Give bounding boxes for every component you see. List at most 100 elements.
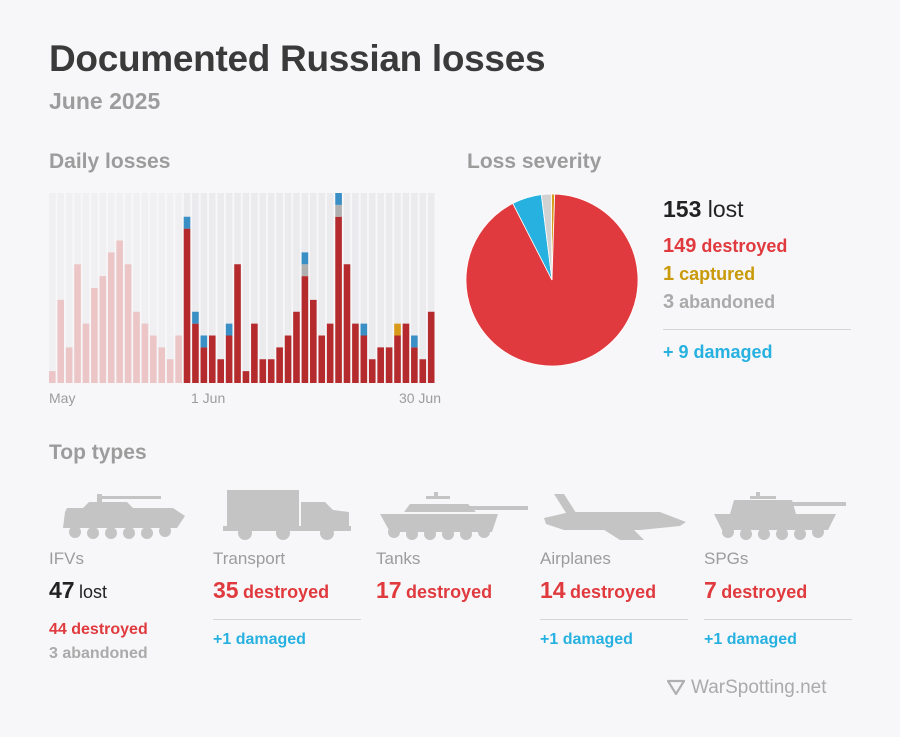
count-label: destroyed <box>570 582 657 602</box>
bar-destroyed <box>183 228 191 384</box>
bar-background-column <box>427 193 435 383</box>
type-damaged: +1 damaged <box>704 631 797 648</box>
destroyed-label: destroyed <box>701 236 788 256</box>
type-damaged: +1 damaged <box>213 631 306 648</box>
warspotting-logo-icon <box>666 679 686 696</box>
bar-background-column <box>49 193 56 383</box>
bar-background-column <box>225 193 233 383</box>
bar-background-column <box>251 193 258 383</box>
bar-background-column <box>368 193 376 383</box>
count-label: destroyed <box>406 582 493 602</box>
may-bar <box>65 347 73 384</box>
bar-background-column <box>419 193 427 383</box>
bar-background-column <box>352 193 359 383</box>
top-types-title: Top types <box>49 441 147 464</box>
severity-destroyed: 149 destroyed <box>663 235 787 258</box>
bar-damaged <box>192 311 199 324</box>
bar-background-column <box>208 193 216 383</box>
may-bar <box>91 288 98 383</box>
bar-destroyed <box>200 347 208 384</box>
may-bar <box>116 240 123 383</box>
type-name: Transport <box>213 549 286 568</box>
bar-abandoned <box>335 204 342 217</box>
daily-losses-chart: May 1 Jun 30 Jun <box>49 193 441 406</box>
bar-destroyed <box>377 347 384 384</box>
page-subtitle: June 2025 <box>49 88 161 114</box>
bar-destroyed <box>192 323 199 384</box>
footer-text: WarSpotting.net <box>691 677 827 698</box>
bar-damaged <box>411 335 418 348</box>
count-label: lost <box>79 582 108 602</box>
may-bar <box>107 252 115 384</box>
bar-abandoned <box>301 264 309 277</box>
bar-background-column <box>217 193 224 383</box>
bar-background-column <box>411 193 418 383</box>
bar-background-column <box>310 193 317 383</box>
bar-background-column <box>318 193 326 383</box>
spg-icon <box>714 492 846 540</box>
truck-icon <box>223 490 351 540</box>
may-bar <box>141 323 149 384</box>
bar-destroyed <box>208 335 216 383</box>
type-count: 17 destroyed <box>376 577 492 604</box>
may-bar <box>99 276 107 384</box>
bar-background-column <box>293 193 300 383</box>
chart-bars <box>49 193 435 384</box>
bar-destroyed <box>251 323 258 384</box>
total-number: 153 <box>663 196 702 222</box>
type-count: 35 destroyed <box>213 577 329 604</box>
bar-background-column <box>259 193 267 383</box>
footer-brand: WarSpotting.net <box>666 677 827 699</box>
type-count: 14 destroyed <box>540 577 656 604</box>
ifv-abandoned: 3 abandoned <box>49 645 148 662</box>
bar-damaged <box>360 323 368 336</box>
type-name: IFVs <box>49 549 84 568</box>
bar-background-column <box>200 193 208 383</box>
type-spgs: SPGs 7 destroyed +1 damaged <box>704 488 854 648</box>
type-damaged: +1 damaged <box>540 631 633 648</box>
bar-background-column <box>166 193 174 383</box>
bar-background-column <box>57 193 65 383</box>
bar-damaged <box>183 216 191 229</box>
severity-captured: 1 captured <box>663 263 755 286</box>
type-airplanes: Airplanes 14 destroyed +1 damaged <box>540 488 690 648</box>
bar-destroyed <box>326 323 334 384</box>
ifv-icon <box>63 494 185 539</box>
bar-captured <box>394 323 401 336</box>
bar-destroyed <box>284 335 292 383</box>
daily-losses-title: Daily losses <box>49 150 171 173</box>
bar-destroyed <box>217 359 224 383</box>
bar-background-column <box>284 193 292 383</box>
tank-icon <box>380 492 528 540</box>
tick-label-30-jun: 30 Jun <box>399 390 441 406</box>
severity-total: 153 lost <box>663 196 744 223</box>
bar-destroyed <box>267 359 275 383</box>
severity-abandoned: 3 abandoned <box>663 291 775 314</box>
total-label: lost <box>707 196 744 222</box>
severity-divider <box>663 329 851 330</box>
type-divider <box>213 619 361 620</box>
abandoned-label: abandoned <box>679 292 776 312</box>
bar-background-column <box>360 193 368 383</box>
bar-destroyed <box>402 323 410 384</box>
bar-background-column <box>133 193 140 383</box>
type-divider <box>704 619 852 620</box>
bar-destroyed <box>352 323 359 384</box>
may-bar <box>166 359 174 383</box>
x-axis-labels: May 1 Jun 30 Jun <box>49 390 441 406</box>
bar-destroyed <box>259 359 267 383</box>
tick-label-1-jun: 1 Jun <box>191 390 225 406</box>
count-label: destroyed <box>243 582 330 602</box>
loss-severity-pie <box>465 193 639 367</box>
chart-background <box>49 193 435 383</box>
bar-background-column <box>267 193 275 383</box>
type-tanks: Tanks 17 destroyed <box>376 488 528 603</box>
count-number: 17 <box>376 577 402 603</box>
count-number: 47 <box>49 577 75 603</box>
bar-damaged <box>301 252 309 265</box>
bar-destroyed <box>318 335 326 383</box>
bar-destroyed <box>368 359 376 383</box>
bar-destroyed <box>242 371 250 384</box>
bar-background-column <box>192 193 199 383</box>
may-bar <box>82 323 90 384</box>
